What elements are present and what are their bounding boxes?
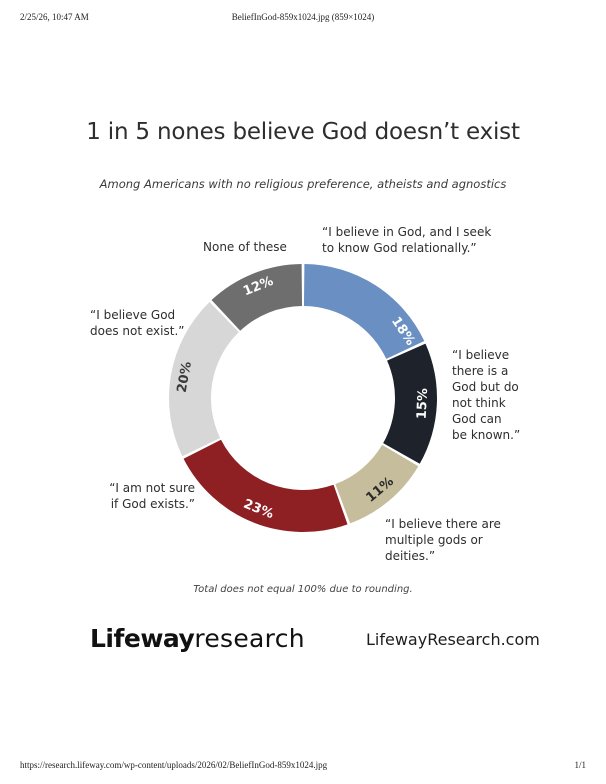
callout-line: “I am not sure <box>109 481 195 495</box>
callout-line: does not exist.” <box>90 324 185 338</box>
callout-line: there is a <box>452 364 509 378</box>
donut-slice-1 <box>383 343 437 464</box>
donut-slice-0 <box>303 264 425 359</box>
site-url: LifewayResearch.com <box>366 630 540 649</box>
chart-title: 1 in 5 nones believe God doesn’t exist <box>86 119 520 145</box>
callout-line: not think <box>452 396 506 410</box>
chart-note: Total does not equal 100% due to roundin… <box>193 584 413 595</box>
callout-none-of-these: None of these <box>203 239 287 255</box>
donut-slice-4 <box>168 301 239 457</box>
donut-slice-5 <box>211 264 303 331</box>
print-doc-title: BeliefInGod-859x1024.jpg (859×1024) <box>231 12 375 22</box>
callout-line: multiple gods or <box>385 533 483 547</box>
callout-line: if God exists.” <box>110 497 195 511</box>
callout-line: “I believe in God, and I seek <box>322 225 492 239</box>
slice-label-1: 15% <box>415 388 431 420</box>
donut-slice-3 <box>183 439 348 532</box>
chart-subtitle: Among Americans with no religious prefer… <box>99 177 507 191</box>
logo-light-text: research <box>194 624 305 653</box>
lifeway-research-logo: Lifewayresearch <box>90 624 305 656</box>
callout-line: God but do <box>452 380 519 394</box>
print-page-number: 1/1 <box>574 760 586 770</box>
callout-line: “I believe God <box>90 308 176 322</box>
logo-bold-text: Lifeway <box>90 624 195 653</box>
callout-not-sure-god-exists: “I am not sure if God exists.” <box>105 480 195 512</box>
callout-line: “I believe there are <box>385 517 501 531</box>
callout-line: deities.” <box>385 549 436 563</box>
callout-line: to know God relationally.” <box>322 241 477 255</box>
callout-god-cannot-be-known: “I believe there is a God but do not think G… <box>452 347 520 443</box>
callout-line: None of these <box>203 240 287 254</box>
callout-line: “I believe <box>452 348 510 362</box>
callout-multiple-gods: “I believe there are multiple gods or deit… <box>385 516 501 564</box>
print-url: https://research.lifeway.com/wp-content/… <box>20 760 328 770</box>
callout-seek-god-relationally: “I believe in God, and I seek to know God… <box>322 224 491 256</box>
callout-god-does-not-exist: “I believe God does not exist.” <box>90 307 184 339</box>
slice-label-4: 20% <box>175 361 195 394</box>
callout-line: be known.” <box>452 428 521 442</box>
print-header: 2/25/26, 10:47 AM BeliefInGod-859x1024.j… <box>0 12 606 26</box>
print-footer: https://research.lifeway.com/wp-content/… <box>0 760 606 774</box>
callout-line: God can <box>452 412 502 426</box>
print-datetime: 2/25/26, 10:47 AM <box>20 12 89 22</box>
donut-slice-2 <box>335 444 419 524</box>
